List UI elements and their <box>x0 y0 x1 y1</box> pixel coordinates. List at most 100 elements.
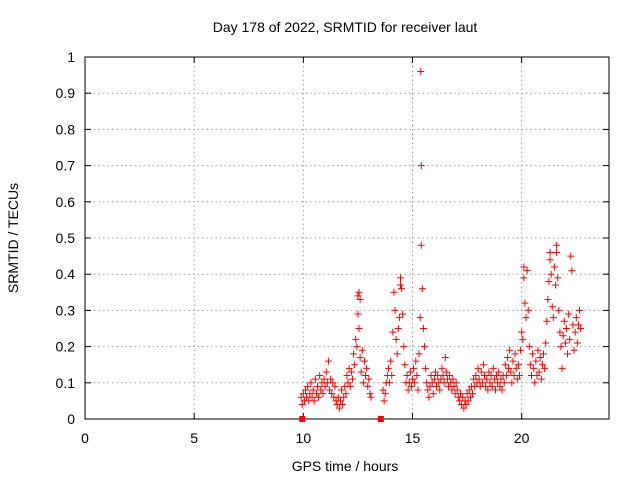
y-tick-label: 0.9 <box>56 85 76 101</box>
data-point <box>342 390 350 398</box>
data-point <box>561 339 569 347</box>
data-point <box>354 310 362 318</box>
data-point <box>390 288 398 296</box>
data-point <box>573 339 581 347</box>
data-point <box>562 325 570 332</box>
data-point <box>506 346 514 354</box>
data-point <box>498 386 506 394</box>
data-point <box>409 375 416 383</box>
data-point <box>515 372 523 380</box>
data-point <box>523 267 531 275</box>
data-point <box>535 368 543 376</box>
data-point <box>509 357 517 365</box>
y-tick-label: 1 <box>67 49 75 65</box>
data-point <box>387 357 395 365</box>
data-point <box>497 375 505 383</box>
data-point <box>398 285 406 293</box>
data-point <box>427 372 435 380</box>
data-point <box>340 393 348 401</box>
data-point <box>327 375 335 383</box>
data-point <box>546 256 554 264</box>
data-point <box>417 162 425 170</box>
data-point <box>460 404 468 412</box>
data-point <box>298 401 306 409</box>
data-point <box>517 346 525 354</box>
data-point <box>345 364 353 372</box>
data-point <box>309 386 317 394</box>
data-point <box>530 364 538 372</box>
data-point <box>542 339 550 347</box>
data-point <box>501 361 509 369</box>
data-point <box>362 372 370 380</box>
data-point <box>395 314 403 322</box>
data-point <box>360 357 368 365</box>
data-point <box>493 372 501 380</box>
data-point <box>570 346 578 354</box>
data-point <box>416 314 424 322</box>
data-point <box>574 321 582 329</box>
data-point <box>459 393 467 401</box>
data-point <box>537 375 545 383</box>
data-point <box>426 382 434 390</box>
data-point <box>322 368 330 376</box>
x-tick-label: 5 <box>190 430 198 446</box>
data-point <box>424 386 432 394</box>
data-point <box>469 390 477 398</box>
data-point <box>549 314 557 322</box>
data-point <box>486 379 494 387</box>
data-point <box>339 401 347 409</box>
data-point <box>541 364 549 372</box>
data-point <box>384 364 392 372</box>
y-tick-label: 0.4 <box>56 266 76 282</box>
data-point <box>472 372 480 380</box>
data-point <box>525 343 533 351</box>
data-point <box>364 382 372 390</box>
data-point <box>553 248 561 256</box>
data-point <box>431 368 439 376</box>
data-point <box>482 382 490 390</box>
data-point <box>543 317 551 325</box>
data-point <box>462 401 470 409</box>
data-point <box>348 375 356 383</box>
data-point <box>576 306 584 314</box>
data-point <box>538 361 546 369</box>
data-point <box>491 386 499 394</box>
data-point <box>406 368 414 376</box>
data-point <box>430 375 438 383</box>
data-point <box>326 386 334 394</box>
data-point <box>404 386 412 394</box>
data-point <box>500 379 508 387</box>
data-point <box>367 393 375 401</box>
data-point <box>302 386 310 394</box>
data-point <box>315 393 323 401</box>
data-point <box>483 375 491 383</box>
data-point <box>555 306 563 314</box>
data-point <box>407 382 415 390</box>
data-point <box>356 296 364 304</box>
data-point <box>566 335 574 343</box>
data-point <box>558 364 566 372</box>
data-point <box>359 379 367 387</box>
data-point <box>557 343 565 351</box>
data-point <box>446 372 454 380</box>
data-point <box>388 372 396 380</box>
data-point <box>531 379 539 387</box>
data-point <box>316 372 324 380</box>
data-point <box>386 379 394 387</box>
data-point <box>532 357 540 365</box>
data-point-square <box>299 416 306 422</box>
data-point <box>331 382 339 390</box>
data-point <box>365 375 373 383</box>
data-point <box>567 252 575 260</box>
data-point <box>433 382 441 390</box>
data-point <box>415 350 423 358</box>
grid-lines <box>85 57 609 419</box>
data-point <box>412 357 420 365</box>
data-point <box>421 343 429 351</box>
x-tick-label: 0 <box>81 430 89 446</box>
data-point <box>464 397 472 405</box>
data-point <box>356 353 364 361</box>
data-point <box>495 368 503 376</box>
data-point <box>429 390 437 398</box>
data-point <box>350 350 358 358</box>
